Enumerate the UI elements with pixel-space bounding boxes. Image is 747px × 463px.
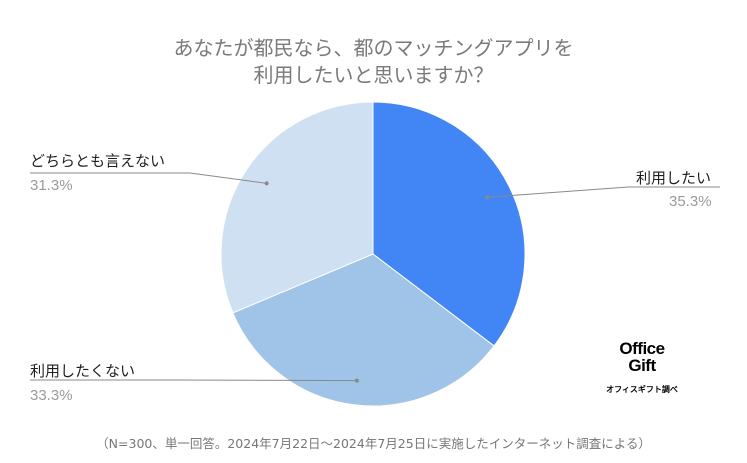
chart-title: あなたが都民なら、都のマッチングアプリを 利用したいと思いますか？	[0, 35, 747, 89]
chart-title-line-2: 利用したいと思いますか？	[253, 63, 494, 87]
pie-slice-not-use	[232, 253, 495, 407]
chart-title-line-1: あなたが都民なら、都のマッチングアプリを	[173, 36, 574, 60]
slice-percent-not-use: 33.3%	[30, 387, 73, 404]
office-gift-logo: Office Gift オフィスギフト調べ	[598, 340, 686, 395]
pie-slice-use	[372, 101, 526, 347]
leader-line-neutral	[30, 172, 267, 184]
slice-label-not-use: 利用したくない	[30, 362, 136, 380]
leader-line-use-dot	[485, 195, 490, 200]
slice-label-use: 利用したい	[636, 169, 712, 187]
leader-line-not-use	[30, 379, 357, 382]
slice-label-neutral: どちらとも言えない	[30, 152, 166, 170]
slice-percent-use: 35.3%	[669, 193, 712, 210]
leader-line-use	[487, 186, 720, 198]
survey-note: （N=300、単一回答。2024年7月22日〜2024年7月25日に実施したイン…	[96, 436, 651, 451]
logo-word-gift: Gift	[628, 356, 656, 375]
leader-line-neutral-dot	[264, 181, 269, 186]
logo-word-office: Office	[619, 339, 665, 358]
logo-subtitle: オフィスギフト調べ	[606, 385, 678, 394]
pie-slice-neutral	[220, 101, 374, 314]
leader-line-not-use-dot	[354, 378, 359, 383]
slice-percent-neutral: 31.3%	[30, 177, 73, 194]
